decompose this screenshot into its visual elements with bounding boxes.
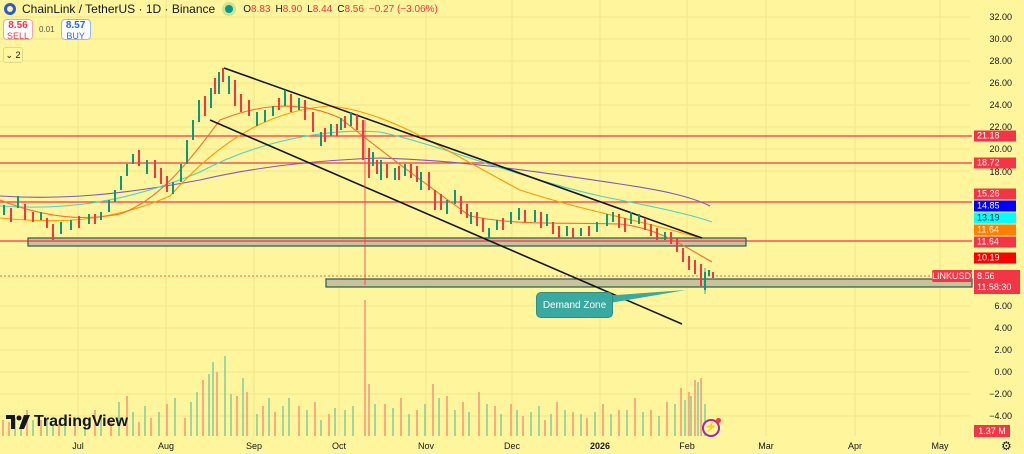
grid [0, 0, 970, 436]
price-tick: 28.00 [989, 56, 1012, 66]
callout-pointer [602, 290, 686, 304]
buy-button[interactable]: 8.57 BUY [60, 19, 91, 41]
settings-gear-icon[interactable]: ⚙ [1001, 439, 1012, 453]
demand-zone-callout[interactable]: Demand Zone [536, 292, 613, 318]
candlesticks [3, 68, 714, 294]
close-value: 8.56 [344, 3, 364, 15]
support-zone-rect[interactable] [27, 237, 747, 247]
chevron-down-icon: ⌄ [5, 50, 13, 60]
level-tag-18-72: 18.72 [974, 157, 1016, 169]
price-tick: 0.00 [994, 367, 1012, 377]
level-tag-15-26: 15.26 [974, 188, 1016, 200]
lightning-icon[interactable]: ⚡ [702, 418, 721, 437]
time-tick: Jul [72, 441, 84, 451]
price-tick: 32.00 [989, 12, 1012, 22]
price-tick: −4.00 [989, 411, 1012, 421]
last-price-tag: 8.56 11:58:30 [974, 270, 1020, 294]
chart-header: ChainLink / TetherUS · 1D · Binance O8.8… [4, 2, 438, 16]
time-tick: Aug [157, 441, 175, 451]
price-tick: 30.00 [989, 34, 1012, 44]
chainlink-logo-icon [4, 3, 16, 15]
trade-panel: 8.56 SELL 0.01 8.57 BUY [3, 19, 91, 41]
price-tick: 18.00 [989, 167, 1012, 177]
ma-tag-14-85: 14.85 [974, 200, 1016, 212]
price-tick: 22.00 [989, 122, 1012, 132]
tradingview-logo-text: TradingView [34, 413, 128, 430]
time-tick: Apr [847, 441, 863, 451]
open-value: 8.83 [251, 3, 271, 15]
ma-tag-13-19: 13.19 [974, 212, 1016, 224]
descending-channel[interactable] [209, 67, 703, 325]
time-tick: Dec [503, 441, 521, 451]
last-price: 8.56 [977, 271, 995, 281]
open-label: O [243, 3, 251, 15]
spread-value: 0.01 [39, 25, 55, 34]
price-tick: 26.00 [989, 78, 1012, 88]
low-label: L [307, 3, 313, 15]
close-label: C [337, 3, 345, 15]
price-tick: 4.00 [994, 323, 1012, 333]
ohlc-values: O8.83 H8.90 L8.44 C8.56 −0.27 (−3.06%) [243, 4, 438, 15]
symbol-tag: LINKUSDT [932, 270, 977, 282]
level-tag-21-18: 21.18 [974, 130, 1016, 142]
level-tag-11-64: 11.64 [974, 236, 1016, 248]
time-tick: Mar [758, 441, 774, 451]
low-value: 8.44 [312, 3, 333, 15]
demand-zone-label: Demand Zone [542, 299, 607, 311]
price-tick: 2.00 [994, 345, 1012, 355]
sell-button[interactable]: 8.56 SELL [3, 19, 33, 41]
time-tick: Oct [331, 441, 347, 451]
price-tick: 20.00 [989, 144, 1012, 154]
demand-zone-rect[interactable] [325, 278, 973, 288]
sell-price: 8.56 [8, 20, 28, 31]
high-value: 8.90 [282, 3, 303, 15]
sell-label: SELL [6, 31, 30, 41]
symbol-title[interactable]: ChainLink / TetherUS · 1D · Binance [22, 2, 216, 16]
ma-tag-11-64: 11.64 [974, 224, 1016, 236]
high-label: H [275, 3, 283, 15]
price-tick: −2.00 [989, 389, 1012, 399]
change-value: −0.27 (−3.06%) [368, 3, 438, 15]
price-tick: 24.00 [989, 100, 1012, 110]
time-tick: May [931, 441, 949, 451]
time-tick: Nov [417, 441, 435, 451]
price-tick: 6.00 [994, 301, 1012, 311]
bar-countdown: 11:58:30 [977, 282, 1012, 292]
time-tick: Sep [245, 441, 263, 451]
indicator-count: 2 [15, 50, 21, 60]
tradingview-logo-icon [6, 415, 30, 429]
time-tick: Feb [679, 441, 695, 451]
buy-price: 8.57 [65, 20, 86, 31]
buy-label: BUY [66, 31, 85, 41]
market-status-icon[interactable] [225, 5, 234, 13]
time-tick: 2026 [589, 441, 611, 451]
tradingview-logo[interactable]: TradingView [6, 413, 128, 431]
ma-tag-10-19: 10.19 [974, 252, 1016, 264]
volume-badge: 1.37 M [974, 425, 1010, 437]
indicators-collapse-button[interactable]: ⌄ 2 [3, 47, 23, 63]
